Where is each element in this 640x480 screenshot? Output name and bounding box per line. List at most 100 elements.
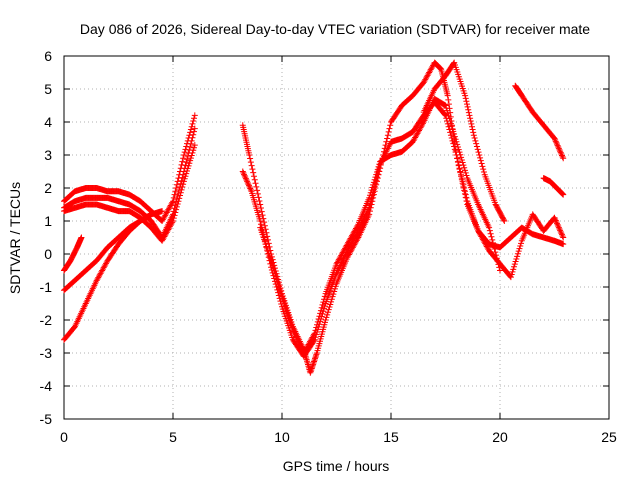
data-point bbox=[480, 166, 487, 173]
data-point bbox=[183, 170, 190, 177]
data-point bbox=[554, 221, 561, 228]
data-point bbox=[517, 242, 524, 249]
data-point bbox=[187, 143, 194, 150]
data-point bbox=[456, 149, 463, 156]
data-point bbox=[464, 103, 471, 110]
data-point bbox=[177, 189, 184, 196]
data-point bbox=[454, 143, 461, 150]
data-point bbox=[181, 175, 188, 182]
data-point bbox=[185, 162, 192, 169]
data-point bbox=[187, 157, 194, 164]
data-point bbox=[557, 149, 564, 156]
data-point bbox=[556, 226, 563, 233]
series-track-f bbox=[61, 211, 155, 343]
data-point bbox=[447, 132, 454, 139]
data-point bbox=[191, 112, 198, 119]
data-point bbox=[241, 172, 248, 179]
data-point bbox=[370, 181, 377, 188]
data-point bbox=[552, 136, 559, 143]
x-tick-label: 10 bbox=[274, 429, 290, 445]
y-tick-label: -2 bbox=[40, 312, 53, 328]
data-point bbox=[321, 293, 328, 300]
data-point bbox=[252, 180, 259, 187]
data-point bbox=[190, 131, 197, 138]
series-track-l bbox=[540, 175, 567, 198]
data-point bbox=[557, 228, 564, 235]
data-point bbox=[501, 218, 508, 224]
data-point bbox=[186, 160, 193, 167]
data-point bbox=[518, 240, 525, 247]
data-point bbox=[322, 317, 329, 323]
data-point bbox=[386, 125, 393, 132]
data-point bbox=[486, 227, 493, 234]
data-point bbox=[469, 126, 476, 133]
data-point bbox=[182, 146, 189, 153]
data-point bbox=[470, 132, 477, 139]
data-point bbox=[448, 123, 455, 130]
data-point bbox=[184, 165, 191, 172]
y-tick-label: 1 bbox=[44, 213, 52, 229]
data-point bbox=[273, 275, 280, 282]
data-point bbox=[188, 137, 195, 144]
data-point bbox=[173, 203, 180, 210]
data-point bbox=[560, 234, 567, 241]
data-point bbox=[373, 171, 380, 178]
data-point bbox=[173, 206, 180, 213]
data-point bbox=[480, 168, 487, 175]
data-point bbox=[319, 301, 326, 308]
data-point bbox=[507, 274, 514, 281]
plot-frame bbox=[63, 55, 610, 420]
series-track-k bbox=[512, 82, 567, 162]
x-tick-label: 20 bbox=[492, 429, 508, 445]
x-tick-label: 5 bbox=[169, 429, 177, 445]
data-point bbox=[461, 185, 468, 191]
data-point bbox=[553, 220, 560, 227]
data-point bbox=[318, 304, 325, 311]
data-point bbox=[249, 166, 256, 173]
data-point bbox=[458, 175, 465, 182]
series-track-a bbox=[61, 112, 198, 224]
data-point bbox=[246, 184, 253, 191]
data-point bbox=[247, 185, 254, 192]
data-point bbox=[187, 155, 194, 162]
data-point bbox=[450, 140, 457, 147]
data-point bbox=[243, 176, 250, 183]
data-point bbox=[268, 257, 275, 264]
data-point bbox=[452, 136, 459, 143]
data-point bbox=[148, 211, 155, 218]
data-point bbox=[180, 155, 187, 162]
data-point bbox=[180, 178, 187, 185]
data-point bbox=[181, 149, 188, 156]
data-point bbox=[449, 125, 456, 132]
data-point bbox=[190, 147, 197, 154]
data-point bbox=[372, 174, 379, 181]
data-point bbox=[189, 120, 196, 127]
data-point bbox=[278, 291, 285, 298]
data-point bbox=[444, 92, 451, 99]
data-point bbox=[245, 181, 252, 188]
data-point bbox=[180, 181, 187, 188]
series-track-c bbox=[61, 142, 198, 244]
data-point bbox=[463, 98, 470, 105]
data-point bbox=[242, 174, 249, 181]
data-point bbox=[448, 135, 455, 142]
data-point bbox=[171, 212, 178, 219]
data-point bbox=[387, 122, 394, 129]
data-point bbox=[189, 149, 196, 156]
series-track-j bbox=[420, 59, 508, 224]
data-point bbox=[460, 181, 467, 188]
data-point bbox=[257, 221, 264, 228]
data-point bbox=[366, 201, 373, 208]
data-point bbox=[551, 214, 558, 221]
data-point bbox=[244, 178, 251, 185]
data-point bbox=[551, 135, 558, 142]
data-point bbox=[171, 191, 178, 198]
data-point bbox=[470, 129, 477, 136]
data-point bbox=[453, 138, 460, 145]
data-point bbox=[371, 176, 378, 183]
data-point bbox=[247, 186, 254, 193]
data-point bbox=[254, 187, 261, 194]
data-point bbox=[326, 304, 333, 311]
data-point bbox=[366, 192, 373, 199]
data-point bbox=[255, 194, 262, 201]
